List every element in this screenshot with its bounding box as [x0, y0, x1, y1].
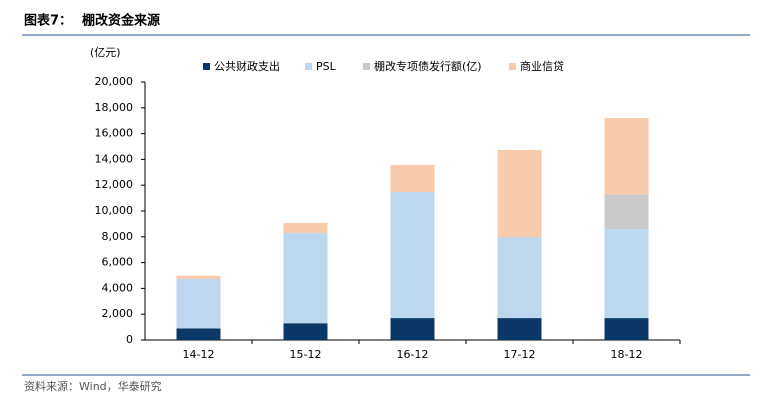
x-tick-label: 18-12: [611, 348, 643, 361]
y-unit: (亿元): [90, 46, 121, 59]
bar-segment: [390, 318, 435, 340]
bar-segment: [497, 149, 542, 238]
bar-segment: [176, 275, 221, 279]
figure-label: 图表7：: [24, 13, 72, 29]
x-tick-label: 17-12: [504, 348, 536, 361]
bar-segment: [604, 229, 649, 319]
y-tick-label: 12,000: [95, 178, 134, 191]
legend-swatch: [305, 63, 312, 70]
legend-label: 商业信贷: [520, 59, 564, 73]
legend-label: 公共财政支出: [214, 59, 280, 73]
y-tick-label: 4,000: [102, 281, 134, 294]
bar-segment: [390, 192, 435, 319]
bar-segment: [176, 278, 221, 329]
bar-segment: [283, 232, 328, 324]
bar-segment: [283, 222, 328, 233]
y-tick-label: 18,000: [95, 101, 134, 114]
y-tick-label: 0: [126, 333, 133, 346]
legend-swatch: [203, 63, 210, 70]
source: 资料来源：Wind，华泰研究: [24, 379, 162, 393]
bar-segment: [604, 194, 649, 230]
legend-swatch: [363, 63, 370, 70]
bar-segment: [497, 237, 542, 319]
y-tick-label: 16,000: [95, 127, 134, 140]
legend-swatch: [509, 63, 516, 70]
bar-segment: [390, 164, 435, 193]
legend-label: PSL: [316, 60, 337, 73]
y-tick-label: 6,000: [102, 256, 134, 269]
y-tick-label: 2,000: [102, 307, 134, 320]
y-tick-label: 14,000: [95, 152, 134, 165]
bar-segment: [604, 118, 649, 195]
bar-segment: [176, 328, 221, 340]
legend-label: 棚改专项债发行额(亿): [374, 59, 482, 73]
bar-segment: [283, 323, 328, 340]
y-tick-label: 8,000: [102, 230, 134, 243]
y-tick-label: 20,000: [95, 75, 134, 88]
chart-title: 棚改资金来源: [82, 13, 160, 29]
bar-segment: [604, 318, 649, 340]
bar-segment: [497, 318, 542, 340]
x-tick-label: 15-12: [290, 348, 322, 361]
y-tick-label: 10,000: [95, 204, 134, 217]
x-tick-label: 16-12: [397, 348, 429, 361]
x-tick-label: 14-12: [183, 348, 215, 361]
